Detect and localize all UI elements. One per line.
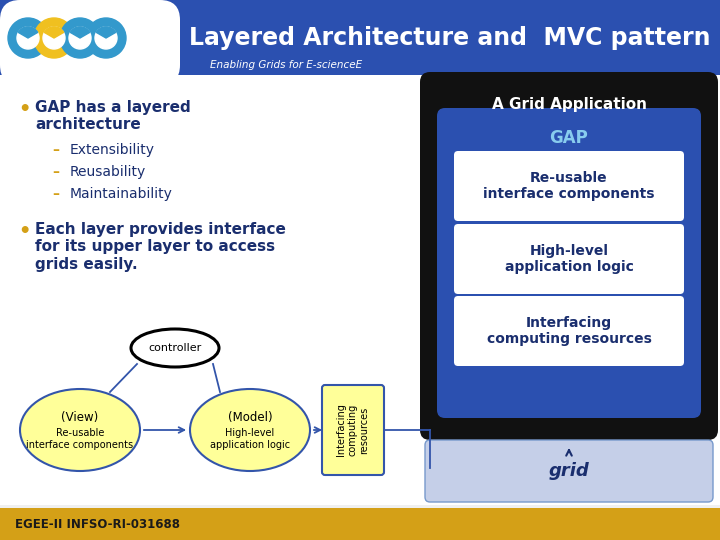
Text: controller: controller [148,343,202,353]
Circle shape [8,18,48,58]
Text: High-level
application logic: High-level application logic [505,244,634,274]
Text: grid: grid [549,462,590,480]
Text: GAP: GAP [549,129,588,147]
Circle shape [69,27,91,49]
Text: Re-usable
interface components: Re-usable interface components [27,428,134,450]
Ellipse shape [131,329,219,367]
Ellipse shape [190,389,310,471]
Text: Layered Architecture and  MVC pattern: Layered Architecture and MVC pattern [189,26,711,50]
Wedge shape [96,27,116,38]
Circle shape [60,18,100,58]
Wedge shape [45,27,63,38]
Text: A Grid Application: A Grid Application [492,97,647,111]
Text: –: – [52,165,59,179]
FancyBboxPatch shape [454,224,684,294]
Text: (Model): (Model) [228,410,272,423]
FancyBboxPatch shape [0,0,180,85]
Circle shape [86,18,126,58]
Circle shape [95,27,117,49]
Text: Maintainability: Maintainability [70,187,173,201]
Text: •: • [18,100,30,119]
Wedge shape [18,27,37,38]
Bar [0,75,720,505]
Text: High-level
application logic: High-level application logic [210,428,290,450]
Text: Each layer provides interface
for its upper layer to access
grids easily.: Each layer provides interface for its up… [35,222,286,272]
Text: Re-usable
interface components: Re-usable interface components [483,171,654,201]
Text: –: – [52,187,59,201]
Circle shape [17,27,39,49]
Text: Interfacing
computing resources: Interfacing computing resources [487,316,652,346]
FancyBboxPatch shape [420,72,718,440]
Text: (View): (View) [61,410,99,423]
Text: Reusability: Reusability [70,165,146,179]
FancyBboxPatch shape [437,108,701,418]
Circle shape [34,18,74,58]
Text: Interfacing
computing
resources: Interfacing computing resources [336,403,369,456]
FancyBboxPatch shape [425,440,713,502]
FancyBboxPatch shape [454,151,684,221]
Text: •: • [18,222,30,241]
Wedge shape [71,27,90,38]
Text: –: – [52,143,59,157]
Text: GAP has a layered
architecture: GAP has a layered architecture [35,100,191,132]
FancyBboxPatch shape [322,385,384,475]
Text: Extensibility: Extensibility [70,143,155,157]
Text: Enabling Grids for E-scienceE: Enabling Grids for E-scienceE [210,60,362,70]
Bar [0,508,720,540]
Circle shape [43,27,65,49]
FancyBboxPatch shape [454,296,684,366]
Text: EGEE-II INFSO-RI-031688: EGEE-II INFSO-RI-031688 [15,517,180,530]
Ellipse shape [20,389,140,471]
Bar [0,0,720,75]
